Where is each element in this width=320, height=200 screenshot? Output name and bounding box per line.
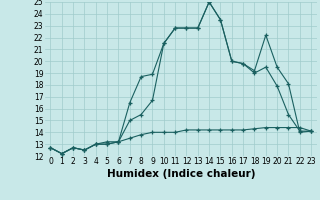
- X-axis label: Humidex (Indice chaleur): Humidex (Indice chaleur): [107, 169, 255, 179]
